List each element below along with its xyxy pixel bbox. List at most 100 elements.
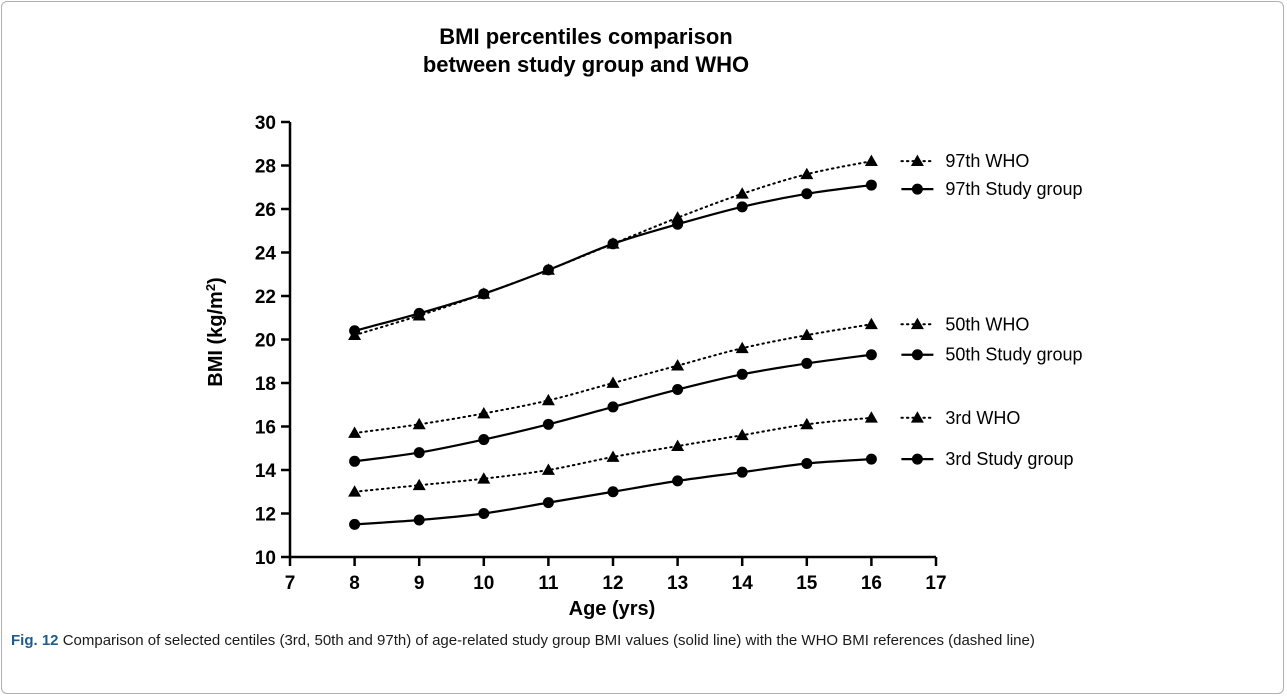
x-tick-label: 17 — [925, 573, 946, 594]
x-tick-label: 11 — [538, 573, 559, 594]
x-axis-label: Age (yrs) — [569, 598, 656, 620]
data-point — [413, 447, 425, 459]
data-point — [542, 418, 554, 430]
x-ticks: 7 8 9 10 11 12 13 14 15 16 17 — [285, 557, 947, 594]
data-point — [607, 238, 619, 250]
legend-item-97th-who: 97th WHO — [900, 151, 1029, 171]
y-tick-label: 22 — [255, 287, 276, 308]
y-axis-label-close: ) — [205, 277, 227, 284]
y-tick-label: 24 — [255, 244, 277, 265]
x-tick-label: 16 — [861, 573, 882, 594]
data-point — [865, 453, 877, 465]
data-point — [671, 439, 685, 451]
chart-title-line-2: between study group and WHO — [423, 52, 749, 77]
legend-label: 97th Study group — [945, 179, 1082, 199]
data-point — [735, 428, 749, 441]
data-point — [607, 401, 619, 413]
data-point — [348, 485, 362, 497]
x-tick-label: 14 — [732, 573, 754, 594]
series-3rd-who — [348, 411, 878, 497]
x-tick-label: 9 — [414, 573, 425, 594]
data-point — [413, 307, 425, 319]
data-point — [412, 417, 426, 430]
data-point — [348, 426, 362, 438]
data-point — [349, 518, 361, 530]
legend-item-3rd-who: 3rd WHO — [900, 408, 1020, 428]
data-point — [735, 341, 749, 354]
data-point — [478, 434, 490, 446]
legend-marker — [910, 154, 924, 167]
legend: 97th WHO 97th Study group 50th WHO 50th Stu… — [900, 151, 1083, 469]
series-50th-study-group — [349, 349, 877, 467]
legend-label: 3rd Study group — [945, 449, 1073, 469]
data-point — [864, 411, 878, 423]
data-point — [349, 325, 361, 337]
legend-label: 50th Study group — [945, 345, 1082, 365]
legend-marker — [911, 349, 923, 361]
figure-caption-text: Comparison of selected centiles (3rd, 50… — [62, 632, 1035, 649]
data-point — [735, 187, 749, 199]
data-point — [542, 497, 554, 509]
legend-label: 50th WHO — [945, 314, 1029, 334]
figure-caption-label: Fig. 12 — [11, 632, 59, 649]
legend-marker — [910, 411, 924, 423]
y-axis-label-base: BMI (kg/m — [205, 291, 227, 387]
data-point — [800, 167, 814, 180]
data-point — [736, 466, 748, 478]
data-point — [671, 359, 685, 371]
y-tick-label: 18 — [255, 374, 276, 395]
legend-marker — [911, 183, 923, 195]
chart-title-line-1: BMI percentiles comparison — [439, 24, 732, 49]
y-tick-label: 10 — [255, 548, 276, 569]
data-point — [672, 384, 684, 396]
data-point — [801, 188, 813, 200]
legend-label: 97th WHO — [945, 151, 1029, 171]
data-point — [736, 368, 748, 380]
series-3rd-study-group — [349, 453, 877, 530]
series-50th-who — [348, 317, 878, 438]
data-point — [672, 475, 684, 487]
legend-item-50th-who: 50th WHO — [900, 314, 1029, 334]
legend-marker — [910, 317, 924, 330]
data-point — [736, 201, 748, 213]
data-point — [801, 357, 813, 369]
legend-item-50th-study-group: 50th Study group — [901, 345, 1083, 365]
series-layer — [348, 154, 878, 530]
data-point — [542, 264, 554, 276]
data-point — [541, 393, 555, 406]
y-tick-label: 26 — [255, 200, 276, 221]
data-point — [541, 463, 555, 475]
data-point — [800, 328, 814, 341]
x-tick-label: 13 — [667, 573, 688, 594]
y-ticks: 10 12 14 16 18 20 22 24 26 28 30 — [255, 113, 290, 569]
data-point — [607, 486, 619, 498]
data-point — [864, 154, 878, 167]
data-point — [606, 376, 620, 388]
legend-label: 3rd WHO — [945, 408, 1020, 428]
x-tick-label: 8 — [349, 573, 360, 594]
y-tick-label: 16 — [255, 418, 276, 439]
y-tick-label: 14 — [255, 461, 277, 482]
data-point — [865, 349, 877, 361]
data-point — [672, 218, 684, 230]
y-axis-label: BMI (kg/m2) — [203, 277, 227, 386]
series-97th-study-group — [349, 179, 877, 337]
series-line-97th-study-group — [354, 183, 872, 332]
data-point — [413, 514, 425, 526]
y-tick-label: 20 — [255, 331, 276, 352]
x-tick-label: 12 — [602, 573, 623, 594]
y-tick-label: 12 — [255, 505, 276, 526]
bmi-percentile-chart: BMI percentiles comparison between study… — [203, 24, 1083, 620]
x-tick-label: 10 — [473, 573, 494, 594]
data-point — [865, 179, 877, 191]
data-point — [671, 211, 685, 223]
data-point — [478, 288, 490, 300]
legend-marker — [911, 453, 923, 465]
data-point — [606, 450, 620, 462]
legend-item-97th-study-group: 97th Study group — [901, 179, 1083, 199]
y-tick-label: 30 — [255, 113, 276, 134]
figure-caption: Fig. 12 Comparison of selected centiles … — [11, 630, 1273, 651]
y-axis-label-sup: 2 — [203, 284, 218, 291]
data-point — [477, 472, 491, 484]
